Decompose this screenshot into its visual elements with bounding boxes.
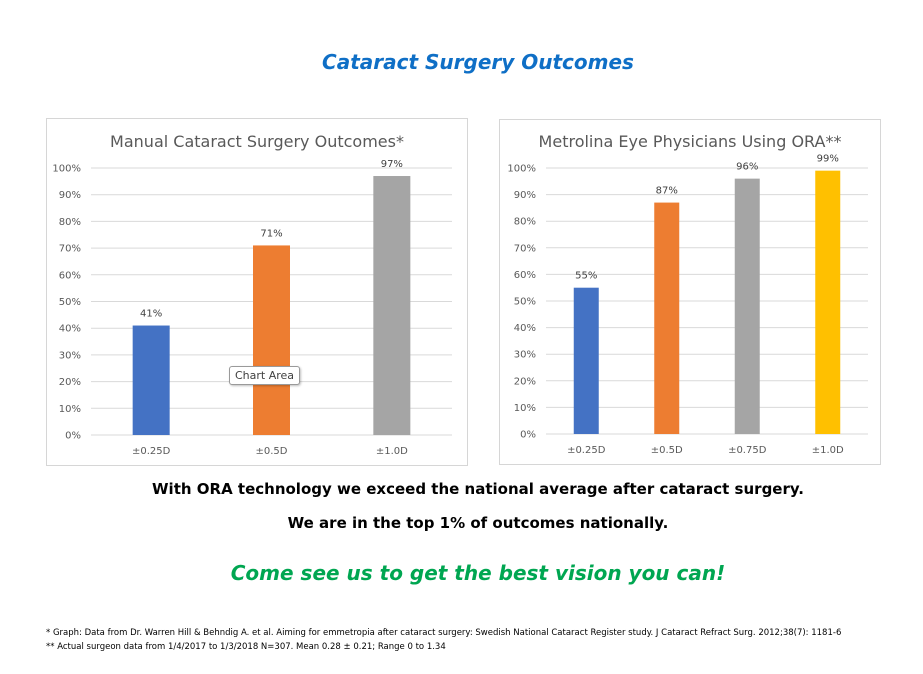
bar[interactable] (734, 178, 760, 434)
footnote-surgeon-data: ** Actual surgeon data from 1/4/2017 to … (46, 642, 446, 652)
x-tick-label: ±0.25D (567, 445, 606, 456)
y-tick-label: 0% (65, 431, 81, 442)
y-tick-label: 100% (52, 164, 81, 175)
x-tick-label: ±0.5D (256, 446, 288, 457)
x-tick-label: ±0.5D (651, 445, 683, 456)
ora-outcomes-chart[interactable]: Metrolina Eye Physicians Using ORA** 0% 10… (499, 119, 881, 465)
ora-message: With ORA technology we exceed the nation… (152, 480, 804, 498)
x-tick-label: ±0.25D (132, 446, 171, 457)
chart-area-tooltip: Chart Area (229, 366, 301, 385)
manual-outcomes-chart-svg: Manual Cataract Surgery Outcomes* 0% 10% 20… (52, 132, 452, 457)
y-tick-label: 20% (59, 377, 81, 388)
y-tick-label: 30% (514, 350, 536, 361)
bar[interactable] (815, 170, 841, 434)
y-tick-label: 70% (59, 244, 81, 255)
bar[interactable] (373, 176, 411, 435)
y-tick-label: 90% (514, 190, 536, 201)
bar[interactable] (253, 245, 290, 435)
y-tick-label: 40% (59, 324, 81, 335)
y-tick-label: 30% (59, 350, 81, 361)
footnote-graph-source: * Graph: Data from Dr. Warren Hill & Beh… (46, 628, 842, 638)
x-tick-label: ±0.75D (728, 445, 767, 456)
y-tick-label: 100% (507, 164, 536, 175)
y-tick-label: 70% (514, 243, 536, 254)
y-tick-label: 50% (59, 297, 81, 308)
data-label: 55% (575, 271, 597, 282)
y-tick-label: 10% (59, 404, 81, 415)
y-tick-label: 0% (520, 430, 536, 441)
y-tick-label: 20% (514, 376, 536, 387)
data-label: 71% (260, 228, 282, 239)
y-tick-label: 50% (514, 297, 536, 308)
bar[interactable] (573, 287, 599, 434)
bar[interactable] (654, 202, 680, 434)
x-tick-label: ±1.0D (812, 445, 844, 456)
data-label: 87% (656, 186, 678, 197)
chart-title: Manual Cataract Surgery Outcomes* (110, 132, 404, 151)
ora-outcomes-chart-svg: Metrolina Eye Physicians Using ORA** 0% 10… (507, 132, 868, 456)
top-outcomes-message: We are in the top 1% of outcomes nationa… (287, 514, 669, 532)
y-tick-label: 40% (514, 323, 536, 334)
page-title: Cataract Surgery Outcomes (322, 50, 634, 74)
chart-title: Metrolina Eye Physicians Using ORA** (539, 132, 842, 151)
call-to-action: Come see us to get the best vision you c… (230, 561, 726, 585)
data-label: 97% (381, 159, 403, 170)
y-tick-label: 90% (59, 190, 81, 201)
data-label: 96% (736, 162, 758, 173)
x-tick-label: ±1.0D (376, 446, 408, 457)
manual-outcomes-chart[interactable]: Manual Cataract Surgery Outcomes* 0% 10% 20… (46, 118, 468, 466)
data-label: 41% (140, 309, 162, 320)
bar[interactable] (132, 325, 170, 435)
y-tick-label: 60% (514, 270, 536, 281)
y-tick-label: 10% (514, 403, 536, 414)
y-tick-label: 60% (59, 270, 81, 281)
y-tick-label: 80% (514, 217, 536, 228)
data-label: 99% (817, 154, 839, 165)
y-tick-label: 80% (59, 217, 81, 228)
